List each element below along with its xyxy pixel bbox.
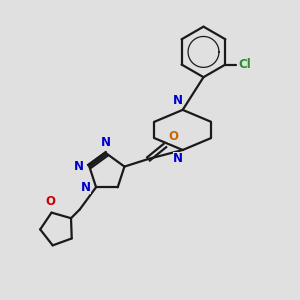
Text: N: N — [173, 94, 183, 107]
Text: N: N — [100, 136, 110, 149]
Text: N: N — [81, 181, 91, 194]
Text: Cl: Cl — [238, 58, 251, 71]
Text: O: O — [45, 195, 55, 208]
Text: N: N — [74, 160, 84, 173]
Text: N: N — [173, 152, 183, 165]
Text: O: O — [168, 130, 178, 143]
